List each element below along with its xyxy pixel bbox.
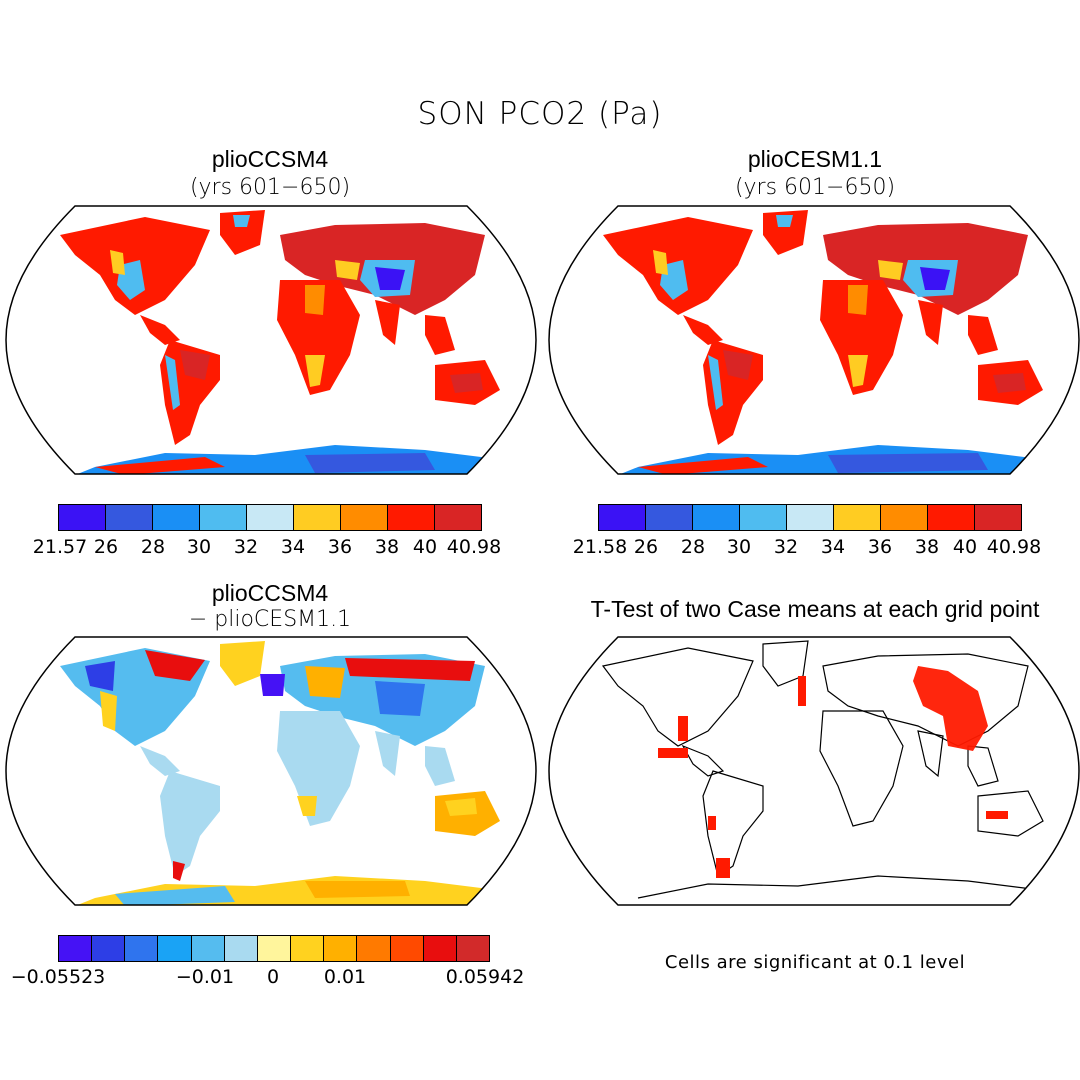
colorbar-tick: −0.05523 — [10, 966, 106, 988]
map-bottom-left — [5, 636, 537, 906]
colorbar-top-left — [58, 504, 482, 531]
colorbar-tick: 38 — [914, 536, 940, 558]
colorbar-top-right — [598, 504, 1022, 531]
significance-note: Cells are significant at 0.1 level — [664, 952, 966, 973]
map-top-right — [548, 205, 1080, 475]
colorbar-tick: 32 — [233, 536, 259, 558]
figure-title: SON PCO2 (Pa) — [417, 96, 663, 132]
colorbar-tick: 26 — [93, 536, 119, 558]
panel-subtitle-top-left: (yrs 601−650) — [189, 175, 351, 200]
colorbar-tick: 21.58 — [572, 536, 628, 558]
map-bottom-right — [548, 636, 1080, 906]
colorbar-tick: 40.98 — [446, 536, 502, 558]
colorbar-tick: 0.05942 — [445, 966, 525, 988]
colorbar-tick: 0 — [266, 966, 280, 988]
colorbar-tick: −0.01 — [175, 966, 235, 988]
map-top-left — [5, 205, 537, 475]
panel-subtitle-top-right: (yrs 601−650) — [734, 175, 896, 200]
colorbar-bottom-left — [58, 935, 490, 962]
colorbar-tick: 36 — [867, 536, 893, 558]
colorbar-tick: 34 — [820, 536, 846, 558]
panel-title-top-right: plioCESM1.1 — [747, 146, 883, 172]
colorbar-tick: 26 — [633, 536, 659, 558]
panel-title-bottom-left: plioCCSM4 — [211, 580, 329, 606]
colorbar-tick: 30 — [186, 536, 212, 558]
colorbar-tick: 32 — [773, 536, 799, 558]
panel-title-top-left: plioCCSM4 — [211, 146, 329, 172]
colorbar-tick: 38 — [374, 536, 400, 558]
colorbar-tick: 40 — [412, 536, 438, 558]
colorbar-tick: 0.01 — [323, 966, 367, 988]
colorbar-tick: 36 — [327, 536, 353, 558]
colorbar-tick: 28 — [680, 536, 706, 558]
panel-subtitle-bottom-left: − plioCESM1.1 — [188, 607, 352, 632]
colorbar-tick: 21.57 — [32, 536, 88, 558]
colorbar-tick: 28 — [140, 536, 166, 558]
colorbar-tick: 40 — [952, 536, 978, 558]
panel-title-bottom-right: T-Test of two Case means at each grid po… — [590, 596, 1040, 622]
colorbar-tick: 40.98 — [986, 536, 1042, 558]
colorbar-tick: 34 — [280, 536, 306, 558]
colorbar-tick: 30 — [726, 536, 752, 558]
